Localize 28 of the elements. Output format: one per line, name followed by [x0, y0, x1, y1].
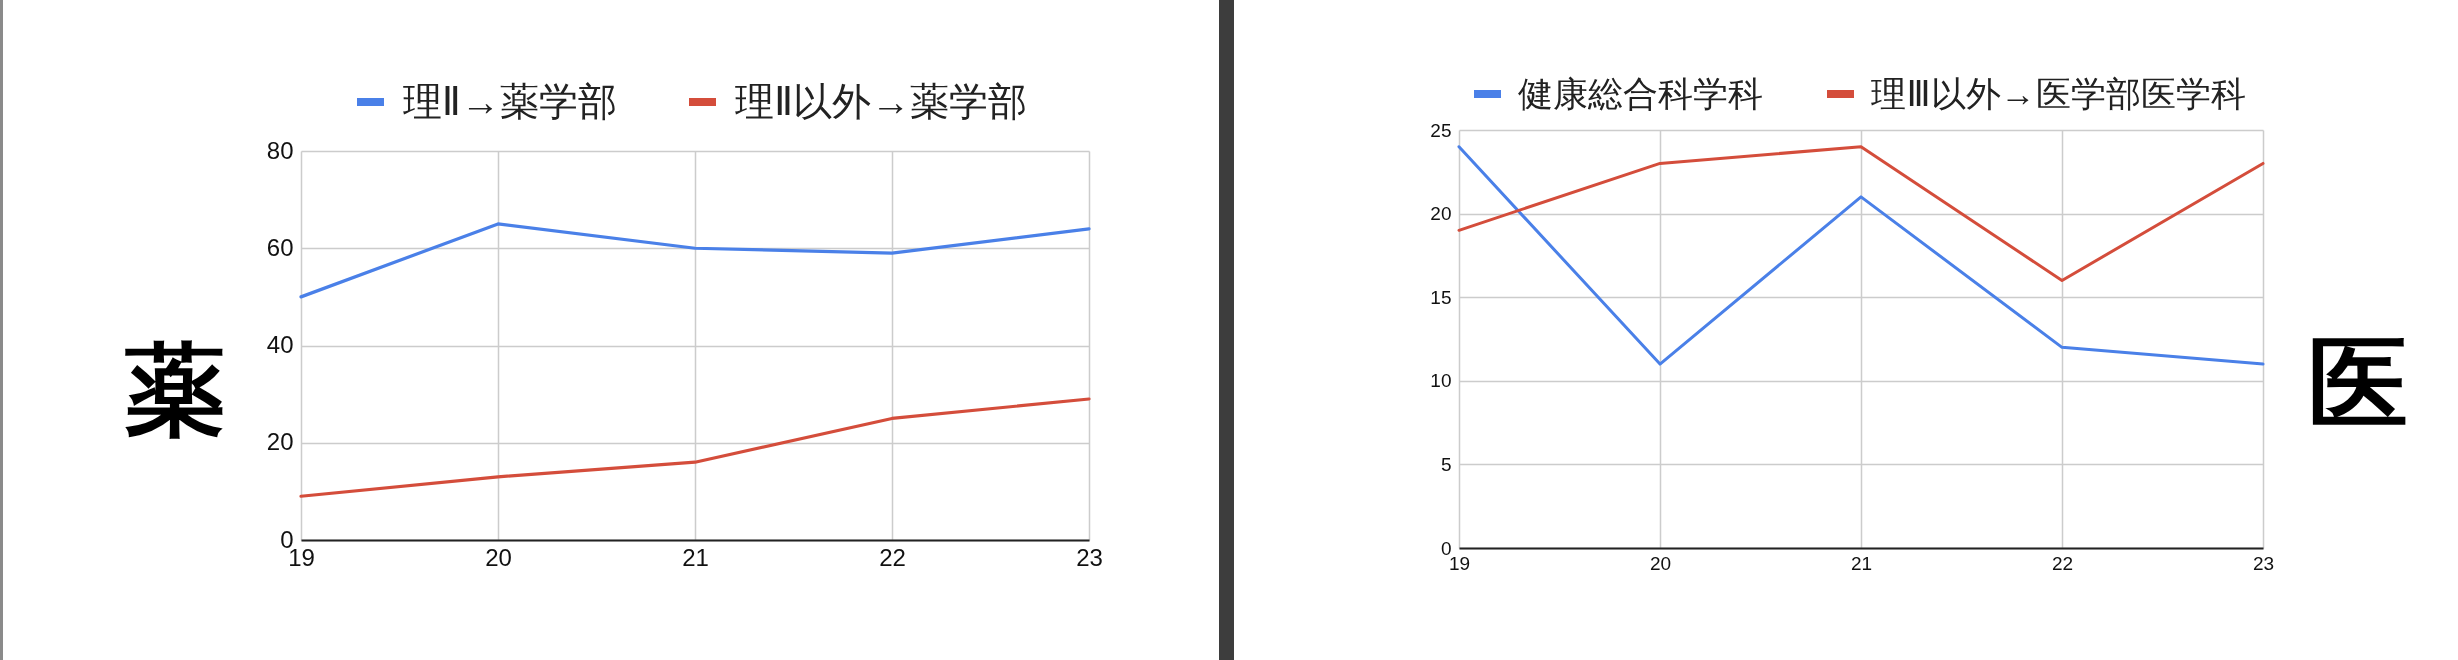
x-tick-label: 22: [879, 543, 906, 571]
x-tick-label: 23: [2252, 552, 2275, 574]
line-series: [1457, 145, 2265, 282]
y-tick-label: 80: [266, 136, 294, 164]
text: 医: [2307, 324, 2408, 442]
y-tick-label: 10: [1430, 370, 1452, 392]
y-tick-label: 0: [1440, 537, 1452, 559]
legend-label: 理Ⅱ以外→薬学部: [735, 79, 1028, 125]
y-tick-label: 20: [266, 428, 294, 456]
y-tick-label: 5: [1440, 453, 1452, 475]
y-tick-label: 15: [1430, 286, 1452, 308]
line-series: [1457, 145, 2265, 366]
text: 薬: [125, 330, 226, 449]
y-tick-label: 20: [1430, 203, 1452, 225]
x-tick-label: 20: [485, 543, 512, 571]
line-series: [299, 397, 1091, 498]
y-tick-label: 60: [266, 233, 294, 261]
legend-label: 健康総合科学科: [1518, 72, 1764, 115]
line-series: [299, 222, 1091, 299]
y-tick-label: 25: [1430, 119, 1452, 141]
x-tick-label: 22: [2051, 552, 2074, 574]
x-tick-label: 20: [1649, 552, 1672, 574]
legend-label: 理Ⅲ以外→医学部医学科: [1871, 72, 2246, 115]
y-tick-label: 40: [266, 331, 294, 358]
x-tick-label: 21: [682, 543, 709, 571]
x-tick-label: 21: [1850, 552, 1873, 574]
legend-label: 理Ⅱ→薬学部: [402, 79, 617, 125]
x-tick-label: 23: [1076, 543, 1103, 571]
